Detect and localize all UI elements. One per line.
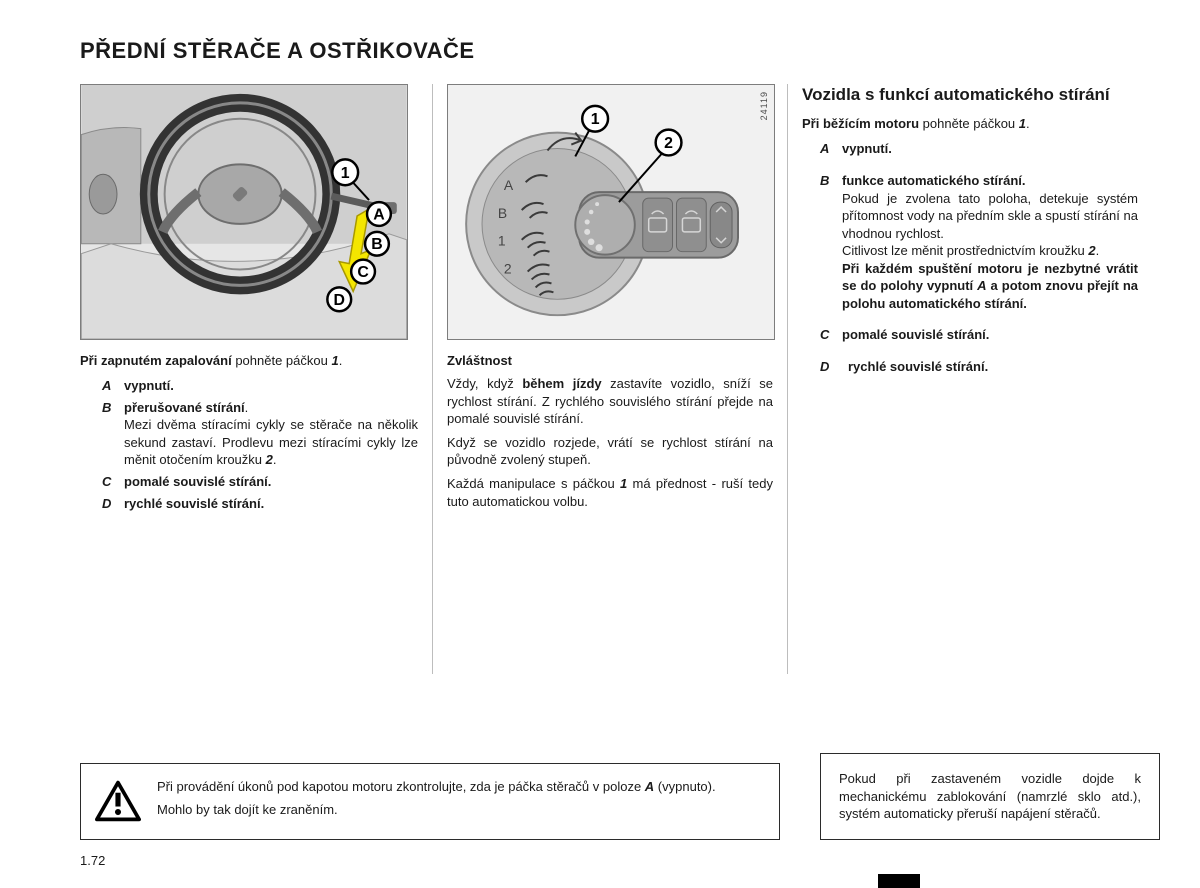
- svg-text:A: A: [504, 177, 514, 193]
- def-A: A vypnutí.: [102, 377, 418, 395]
- col3-intro: Při běžícím motoru pohněte páčkou 1.: [802, 115, 1138, 133]
- warning-text: Při provádění úkonů pod kapotou motoru z…: [157, 778, 716, 825]
- svg-text:A: A: [373, 206, 385, 223]
- svg-text:B: B: [371, 236, 382, 253]
- svg-text:2: 2: [664, 135, 673, 152]
- col2-text: Zvláštnost Vždy, když během jízdy zastav…: [447, 352, 773, 510]
- info-box: Pokud při zastaveném vozidle dojde k mec…: [820, 753, 1160, 840]
- col2-p3: Každá manipulace s páčkou 1 má přednost …: [447, 475, 773, 510]
- columns: 1 A B C D Při zapnutém zapalování pohnět…: [80, 84, 1160, 674]
- figure-steering-wheel: 1 A B C D: [80, 84, 408, 340]
- page-tab: [878, 874, 920, 888]
- col1-intro: Při zapnutém zapalování pohněte páč­kou …: [80, 352, 418, 370]
- wiper-stalk-illustration: A B 1 2: [448, 85, 774, 339]
- svg-text:1: 1: [498, 232, 506, 248]
- divider-2: [787, 84, 788, 674]
- col3-def-C: C pomalé souvislé stírání.: [820, 326, 1138, 344]
- column-3: Vozidla s funkcí automatického stírání P…: [790, 84, 1150, 674]
- warning-box: Při provádění úkonů pod kapotou motoru z…: [80, 763, 780, 840]
- col3-title: Vozidla s funkcí automatického stírání: [802, 84, 1138, 105]
- col2-heading: Zvláštnost: [447, 352, 773, 370]
- page-title: PŘEDNÍ STĚRAČE A OSTŘIKOVAČE: [80, 36, 1160, 66]
- col2-p2: Když se vozidlo rozjede, vrátí se rychlo…: [447, 434, 773, 469]
- svg-text:1: 1: [341, 164, 350, 181]
- page-number: 1.72: [80, 852, 105, 870]
- col2-p1: Vždy, když během jízdy zastavíte vozidlo…: [447, 375, 773, 428]
- svg-text:1: 1: [591, 111, 600, 128]
- col3-def-B: B funkce automatického stírání. Pokud je…: [820, 172, 1138, 312]
- col3-def-D: D rychlé souvislé stírání.: [820, 358, 1138, 376]
- warning-icon: [95, 780, 141, 822]
- svg-text:B: B: [498, 205, 507, 221]
- col3-definitions: A vypnutí. B funkce automatického stírán…: [802, 140, 1138, 375]
- svg-text:2: 2: [504, 260, 512, 276]
- image-code: 24119: [758, 91, 770, 120]
- svg-text:C: C: [357, 264, 369, 281]
- def-D: D rychlé souvislé stírání.: [102, 495, 418, 513]
- col3-def-A: A vypnutí.: [820, 140, 1138, 158]
- def-C: C pomalé souvislé stírání.: [102, 473, 418, 491]
- col1-definitions: A vypnutí. B přerušované stírání. Mezi d…: [80, 377, 418, 512]
- svg-text:D: D: [334, 291, 345, 308]
- column-2: 24119 A B 1 2: [435, 84, 785, 674]
- column-1: 1 A B C D Při zapnutém zapalování pohnět…: [80, 84, 430, 674]
- def-B: B přerušované stírání. Mezi dvěma stírac…: [102, 399, 418, 469]
- figure-wiper-stalk: 24119 A B 1 2: [447, 84, 775, 340]
- steering-wheel-illustration: 1 A B C D: [81, 85, 407, 339]
- divider-1: [432, 84, 433, 674]
